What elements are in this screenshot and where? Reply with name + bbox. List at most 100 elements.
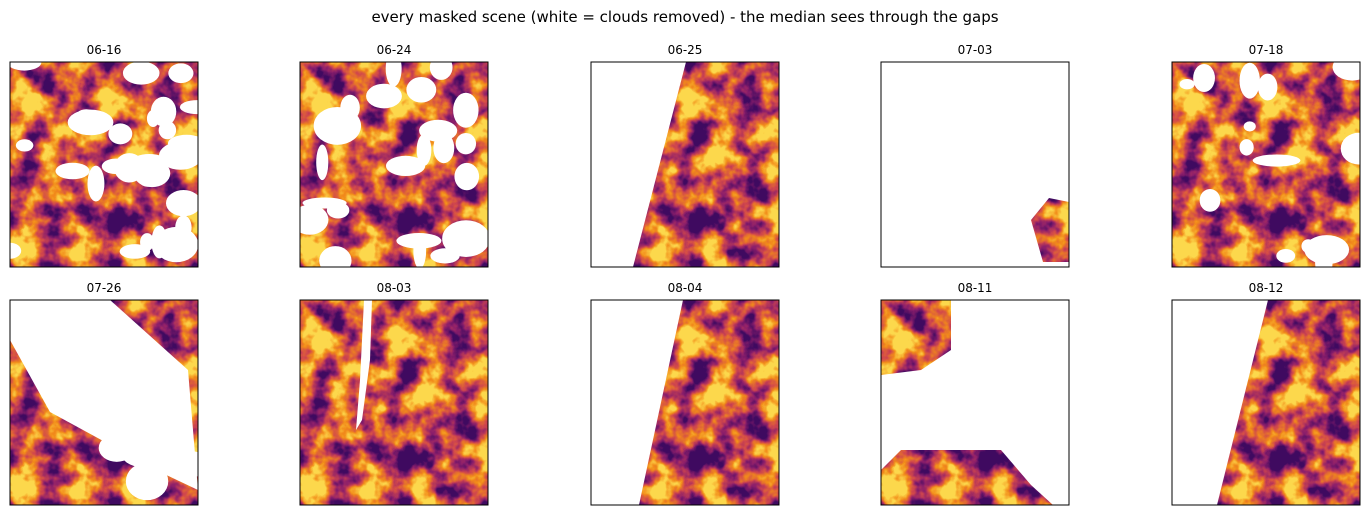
panel-frame [1171,299,1361,506]
cloud-mask [167,134,198,152]
cloud-mask [165,190,198,217]
cloud-mask [416,134,432,166]
panel: 06-25 [590,43,780,268]
panel: 07-18 [1171,43,1361,268]
panel-title: 06-24 [377,43,412,57]
panel-title: 06-16 [87,43,122,57]
cloud-mask [455,132,477,155]
cloud-mask [300,204,329,235]
cloud-mask [122,62,160,85]
panel-frame [9,61,199,268]
panel-title: 06-25 [668,43,703,57]
cloud-mask [10,62,42,71]
panel: 06-24 [299,43,489,268]
masked-image [300,62,488,267]
cloud-mask [1179,79,1195,90]
cloud-mask [881,300,1069,505]
panel-frame [590,61,780,268]
panel: 08-11 [880,281,1070,506]
panel-title: 08-03 [377,281,412,295]
cloud-mask [356,300,372,430]
cloud-mask [73,109,99,132]
cloud-mask [406,76,437,103]
cloud-mask [313,106,362,145]
cloud-mask [1332,62,1360,81]
masked-image [300,300,488,505]
cloud-mask [319,246,352,267]
panel-frame [590,299,780,506]
cloud-mask [881,62,1069,267]
cloud-mask [430,248,460,264]
panel-title: 08-11 [958,281,993,295]
panel-title: 08-12 [1249,281,1284,295]
cloud-mask [1252,154,1301,167]
cloud-mask [108,123,133,145]
panel-frame [880,61,1070,268]
cloud-mask [385,62,402,87]
cloud-mask [158,120,177,140]
cloud-mask [1243,121,1256,132]
panel: 06-16 [9,43,199,268]
image-data [300,300,488,505]
panel-frame [299,299,489,506]
panel: 08-12 [1171,281,1361,506]
cloud-mask [453,92,479,128]
panel-title: 08-04 [668,281,703,295]
masked-image [10,300,198,505]
cloud-mask [125,462,169,501]
panel: 07-03 [880,43,1070,268]
masked-image [881,62,1069,267]
panel-frame [1171,61,1361,268]
cloud-mask [1340,132,1360,165]
cloud-mask [1193,63,1215,93]
masked-image [1172,62,1360,267]
cloud-mask [366,83,402,109]
cloud-mask [168,63,194,84]
cloud-mask [1276,249,1296,263]
cloud-mask [1315,243,1333,267]
cloud-mask [429,62,453,80]
panel-title: 07-18 [1249,43,1284,57]
cloud-mask [1301,239,1315,254]
cloud-mask [396,233,442,249]
cloud-mask [146,109,160,127]
cloud-mask [69,381,116,419]
cloud-mask [1199,188,1221,212]
cloud-mask [316,144,329,181]
cloud-mask [1239,62,1260,99]
cloud-mask [15,139,34,152]
cloud-mask [1239,139,1254,156]
figure-title: every masked scene (white = clouds remov… [371,8,998,26]
cloud-mask [55,162,90,180]
masked-image [1172,300,1360,505]
panel-frame [299,61,489,268]
panel-title: 07-26 [87,281,122,295]
cloud-mask [454,162,480,191]
panel-title: 07-03 [958,43,993,57]
cloud-mask [28,342,70,356]
cloud-mask [119,435,167,468]
cloud-mask [119,244,151,259]
cloud-mask [130,153,168,171]
panel-frame [880,299,1070,506]
cloud-mask [326,201,350,219]
cloud-mask [591,62,686,267]
cloud-mask [154,226,198,263]
masked-image [591,62,779,267]
cloud-mask [419,119,458,142]
cloud-mask [87,165,105,202]
panel: 08-04 [590,281,780,506]
cloud-mask [1257,73,1278,101]
cloud-mask [179,100,198,115]
cloud-mask [10,242,22,259]
masked-image [591,300,779,505]
cloud-mask [65,300,90,334]
cloud-mask [164,449,198,479]
cloud-mask [1172,300,1268,505]
panel: 07-26 [9,281,199,506]
masked-image [10,62,198,267]
masked-image [881,300,1069,505]
panel-frame [9,299,199,506]
cloud-mask [385,155,426,176]
